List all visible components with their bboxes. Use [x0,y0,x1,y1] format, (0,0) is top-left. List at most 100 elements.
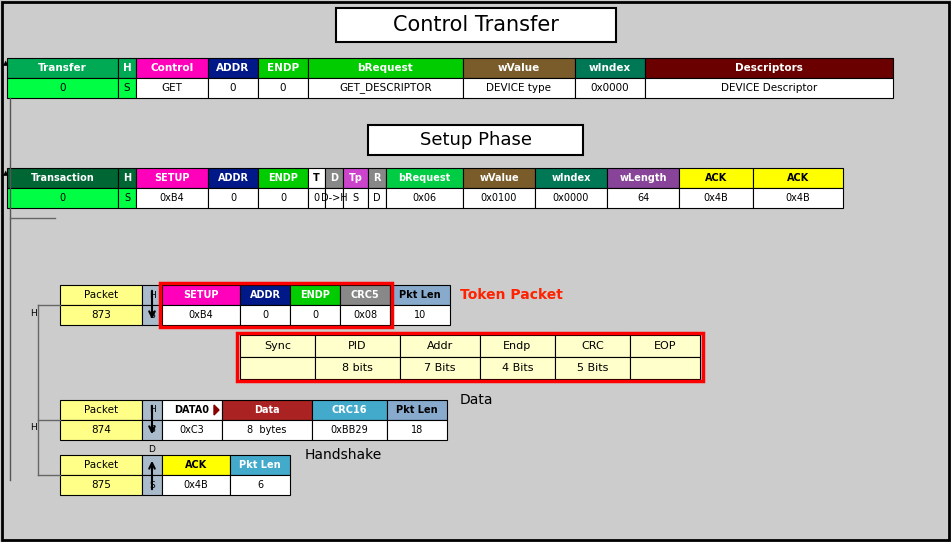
Text: 0: 0 [230,83,236,93]
Bar [308,188,325,208]
Text: D: D [330,173,338,183]
Text: H: H [148,291,155,300]
Bar [136,58,208,78]
Text: 7 Bits: 7 Bits [424,363,456,373]
Bar [7,78,118,98]
Text: 0: 0 [59,193,66,203]
Text: 0x4B: 0x4B [704,193,728,203]
Text: wIndex: wIndex [589,63,631,73]
Bar [343,168,368,188]
Text: SETUP: SETUP [154,173,190,183]
Bar [222,420,312,440]
Text: Token Packet: Token Packet [460,288,563,302]
Text: Pkt Len: Pkt Len [399,290,441,300]
Text: ADDR: ADDR [249,290,281,300]
Text: H: H [123,63,131,73]
Bar [340,305,390,325]
Bar [340,285,390,305]
Text: 0: 0 [314,193,320,203]
Bar [315,335,400,357]
Text: Endp: Endp [503,341,532,351]
Bar [753,188,843,208]
Bar [480,335,555,357]
Bar [390,305,450,325]
Bar [208,168,258,188]
Bar [535,168,607,188]
Bar [240,285,290,305]
Text: 0: 0 [262,310,268,320]
Text: CRC16: CRC16 [332,405,367,415]
Text: 874: 874 [91,425,111,435]
Text: ▲: ▲ [3,170,9,176]
Bar [162,455,230,475]
Text: ADDR: ADDR [217,63,249,73]
Bar [162,285,240,305]
Text: ACK: ACK [705,173,728,183]
Bar [290,305,340,325]
Bar [400,357,480,379]
Text: 0: 0 [280,193,286,203]
Bar [258,78,308,98]
Bar [258,188,308,208]
Text: S: S [149,425,155,435]
Bar [679,188,753,208]
Bar [308,168,325,188]
Text: Pkt Len: Pkt Len [240,460,281,470]
Bar [208,78,258,98]
Text: wLength: wLength [619,173,667,183]
Bar [390,285,450,305]
Bar [336,8,615,42]
Bar [535,188,607,208]
Text: 18: 18 [411,425,423,435]
Text: GET: GET [162,83,183,93]
Text: ADDR: ADDR [218,173,248,183]
Text: S: S [124,83,130,93]
Bar [387,400,447,420]
Text: wIndex: wIndex [552,173,591,183]
Text: Descriptors: Descriptors [735,63,803,73]
Bar [162,400,222,420]
Bar [160,283,392,327]
Text: Packet: Packet [84,405,118,415]
Bar [142,400,162,420]
Text: 0x0000: 0x0000 [591,83,630,93]
Text: ACK: ACK [786,173,809,183]
Text: 10: 10 [414,310,426,320]
Text: ENDP: ENDP [301,290,330,300]
Text: CRC: CRC [581,341,604,351]
Text: H: H [123,173,131,183]
Bar [386,168,463,188]
Bar [142,455,162,475]
Bar [312,400,387,420]
Text: DEVICE type: DEVICE type [487,83,552,93]
Text: 64: 64 [637,193,650,203]
Bar [240,335,315,357]
Bar [222,400,312,420]
Bar [325,168,343,188]
Text: ACK: ACK [184,460,207,470]
Bar [343,188,368,208]
Bar [463,168,535,188]
Text: 6: 6 [257,480,263,490]
Bar [645,58,893,78]
Bar [480,357,555,379]
Bar [463,78,575,98]
Bar [208,188,258,208]
Text: 0x08: 0x08 [353,310,377,320]
Text: 873: 873 [91,310,111,320]
Bar [240,357,315,379]
Text: Transfer: Transfer [38,63,87,73]
Text: 0x06: 0x06 [413,193,437,203]
Bar [162,305,240,325]
Bar [387,420,447,440]
Text: Handshake: Handshake [305,448,382,462]
Text: ENDP: ENDP [268,173,298,183]
Text: H: H [148,405,155,415]
Bar [60,475,142,495]
Bar [308,58,463,78]
Text: Packet: Packet [84,460,118,470]
Text: D->H: D->H [320,193,347,203]
Bar [162,475,230,495]
Text: Addr: Addr [427,341,453,351]
Bar [607,168,679,188]
